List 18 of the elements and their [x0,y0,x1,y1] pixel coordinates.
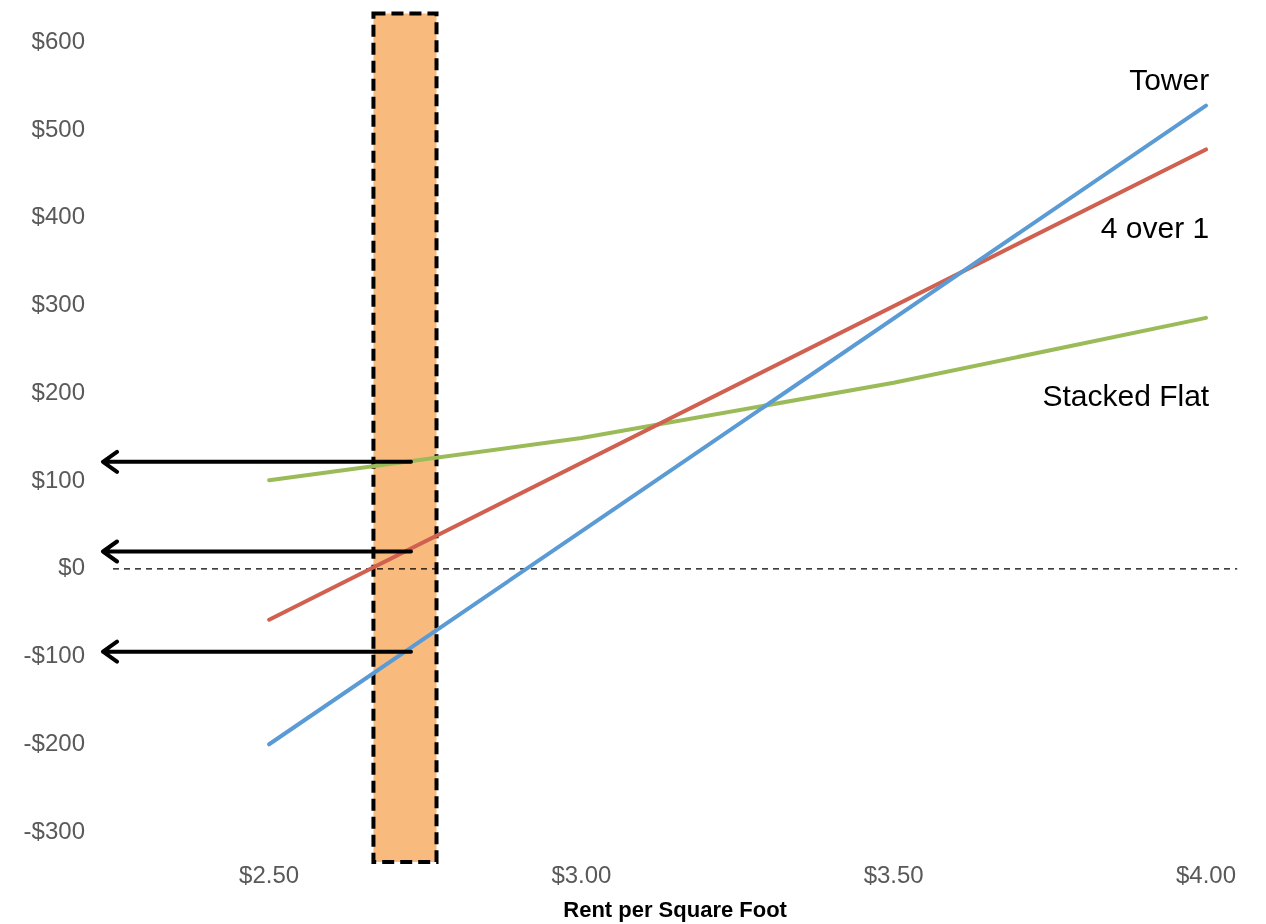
y-tick-label: $300 [31,290,85,318]
x-tick-label: $2.50 [239,861,300,889]
series-label: Stacked Flat [1042,379,1210,413]
series-label: Tower [1129,62,1210,96]
series-label: 4 over 1 [1100,210,1210,244]
y-tick-label: -$300 [23,816,85,844]
x-tick-label: $3.00 [551,861,612,889]
x-tick-label: $3.50 [863,861,924,889]
y-tick-label: $500 [31,114,85,142]
y-tick-label: $600 [31,27,85,55]
y-tick-label: $400 [31,202,85,230]
y-tick-label: $200 [31,377,85,405]
x-tick-label: $4.00 [1175,861,1236,889]
y-tick-label: -$100 [23,641,85,669]
y-tick-label: $0 [58,553,85,581]
y-tick-label: -$200 [23,728,85,756]
y-tick-label: $100 [31,465,85,493]
x-axis-title: Rent per Square Foot [563,896,788,922]
